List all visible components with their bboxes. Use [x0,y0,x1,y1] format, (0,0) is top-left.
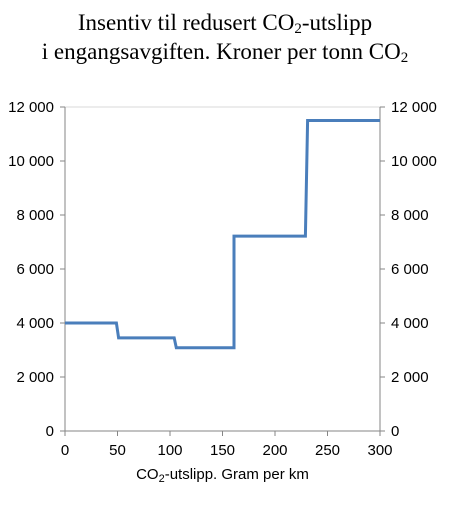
y-right-tick-label: 8 000 [391,207,429,224]
y-left-tick-label: 12 000 [8,99,54,116]
x-tick-label: 300 [367,442,392,459]
y-right-tick-label: 6 000 [391,261,429,278]
series-group [65,119,380,350]
y-left-tick-label: 10 000 [8,153,54,170]
y-left-tick-label: 6 000 [16,261,54,278]
x-tick-label: 100 [157,442,182,459]
x-tick-label: 50 [109,442,126,459]
y-right-tick-label: 4 000 [391,315,429,332]
y-axis-right: 0 2 000 4 000 6 000 8 000 10 000 12 000 [379,99,437,440]
y-right-tick-label: 10 000 [391,153,437,170]
x-tick-label: 200 [262,442,287,459]
y-right-tick-label: 2 000 [391,369,429,386]
series-line [65,119,380,350]
y-left-tick-label: 2 000 [16,369,54,386]
y-axis-left: 0 2 000 4 000 6 000 8 000 10 000 12 000 [8,99,66,440]
y-left-tick-label: 0 [46,423,54,440]
y-right-tick-label: 0 [391,423,399,440]
x-axis: 0 50 100 150 200 250 300 [61,430,393,459]
x-tick-label: 0 [61,442,69,459]
x-tick-label: 150 [210,442,235,459]
x-tick-label: 250 [315,442,340,459]
y-right-tick-label: 12 000 [391,99,437,116]
x-axis-label: CO2-utslipp. Gram per km [136,466,309,485]
plot-area-frame [64,106,381,432]
y-left-tick-label: 4 000 [16,315,54,332]
y-left-tick-label: 8 000 [16,207,54,224]
chart-title: Insentiv til redusert CO2-utslipp i enga… [0,8,450,66]
chart-title-line-1: Insentiv til redusert CO2-utslipp [77,10,373,37]
chart-title-line-2: i engangsavgiften. Kroner per tonn CO2 [41,39,409,66]
